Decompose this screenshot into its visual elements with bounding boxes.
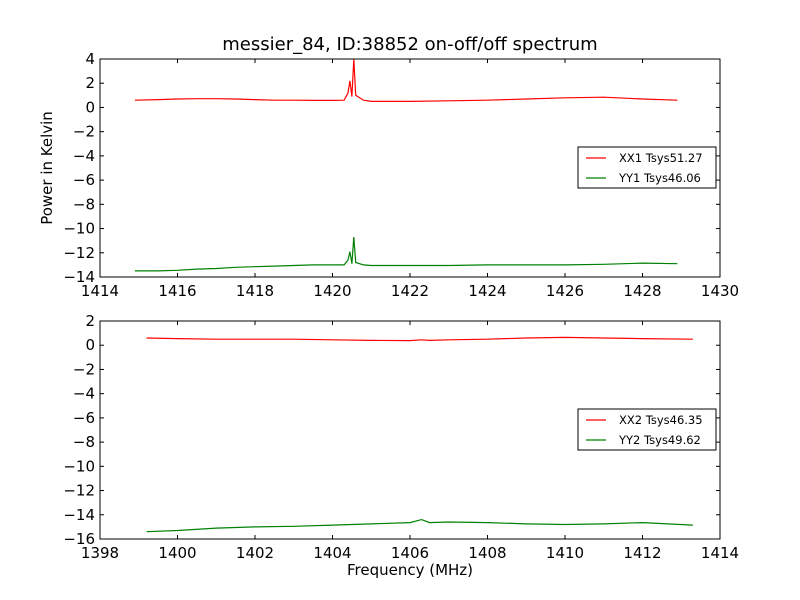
x-tick-label: 1424 (468, 282, 506, 300)
legend-entry: YY2 Tsys49.62 (618, 433, 701, 447)
x-tick-label: 1418 (236, 282, 274, 300)
x-tick-label: 1426 (546, 282, 584, 300)
x-tick-label: 1404 (313, 544, 351, 562)
x-tick-label: 1422 (391, 282, 429, 300)
figure-title: messier_84, ID:38852 on-off/off spectrum (222, 34, 598, 55)
x-tick-label: 1402 (236, 544, 274, 562)
y-tick-label: −2 (73, 360, 95, 378)
y-tick-label: 0 (85, 98, 95, 116)
y-tick-label: −16 (63, 530, 95, 548)
legend-entry: YY1 Tsys46.06 (618, 171, 701, 185)
x-axis-label: Frequency (MHz) (346, 561, 474, 579)
y-tick-label: −6 (73, 409, 95, 427)
series-line-1-2 (134, 236, 678, 272)
y-tick-label: 4 (85, 50, 95, 68)
series-line-1-1 (134, 59, 678, 103)
y-tick-label: −2 (73, 123, 95, 141)
x-tick-label: 1420 (313, 282, 351, 300)
subplot-2: 1398 1400 1402 1404 1406 1408 1410 1412 1414 2 0 −2… (63, 312, 739, 562)
x-tick-label: 1416 (158, 282, 196, 300)
y-tick-label: −14 (63, 268, 95, 286)
y-tick-label: 2 (85, 74, 95, 92)
x-tick-label: 1414 (701, 544, 739, 562)
x-tick-label: 1398 (81, 544, 119, 562)
x-tick-label: 1428 (623, 282, 661, 300)
legend: XX2 Tsys46.35 YY2 Tsys49.62 (577, 408, 717, 451)
x-tick-label: 1406 (391, 544, 429, 562)
subplot-1: 1414 1416 1418 1420 1422 1424 1426 1428 1430 4 2 0 −… (63, 50, 739, 300)
y-tick-label: −4 (73, 147, 95, 165)
x-tick-label: 1414 (81, 282, 119, 300)
y-tick-label: −8 (73, 433, 95, 451)
series-line-2-1 (146, 336, 693, 342)
x-tick-label: 1408 (468, 544, 506, 562)
x-tick-label: 1400 (158, 544, 196, 562)
y-tick-label: −10 (63, 457, 95, 475)
legend-entry: XX1 Tsys51.27 (619, 151, 703, 165)
y-tick-label: −10 (63, 220, 95, 238)
y-tick-label: −14 (63, 506, 95, 524)
x-tick-label: 1430 (701, 282, 739, 300)
y-tick-label: −6 (73, 171, 95, 189)
legend-box (577, 408, 717, 451)
y-tick-label: 0 (85, 336, 95, 354)
y-tick-label: −12 (63, 482, 95, 500)
x-tick-label: 1410 (546, 544, 584, 562)
y-tick-label: −4 (73, 385, 95, 403)
y-axis-label: Power in Kelvin (38, 111, 56, 225)
legend-box (577, 146, 717, 189)
y-tick-label: 2 (85, 312, 95, 330)
legend-entry: XX2 Tsys46.35 (619, 413, 703, 427)
series-line-2-2 (146, 518, 693, 533)
x-tick-label: 1412 (623, 544, 661, 562)
y-tick-label: −12 (63, 244, 95, 262)
y-tick-label: −8 (73, 195, 95, 213)
legend: XX1 Tsys51.27 YY1 Tsys46.06 (577, 146, 717, 189)
